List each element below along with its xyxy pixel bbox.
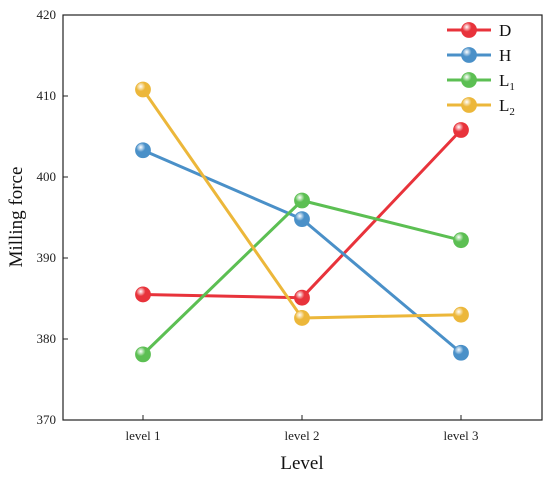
legend-item: L1: [447, 71, 515, 93]
series-L1: [135, 192, 469, 363]
series-layer: [135, 81, 469, 363]
y-tick-label: 410: [37, 88, 57, 103]
y-axis: 370 380 390 400 410 420: [37, 7, 68, 427]
legend-label: L2: [499, 96, 515, 118]
data-point: [453, 344, 469, 361]
data-point: [294, 211, 310, 228]
data-point: [453, 232, 469, 249]
legend-item: L2: [447, 96, 515, 118]
data-point: [294, 192, 310, 209]
y-tick-label: 370: [37, 412, 57, 427]
y-tick-label: 420: [37, 7, 57, 22]
y-axis-title: Milling force: [6, 167, 27, 268]
legend-marker: [461, 72, 477, 88]
legend-item: H: [447, 46, 511, 65]
legend-marker: [461, 97, 477, 113]
x-axis: level 1 level 2 level 3: [125, 415, 479, 443]
data-point: [453, 306, 469, 323]
y-tick-label: 390: [37, 250, 57, 265]
x-tick-label: level 1: [125, 428, 160, 443]
data-point: [294, 289, 310, 306]
legend-label: D: [499, 21, 511, 40]
legend-label: L1: [499, 71, 515, 93]
y-tick-label: 400: [37, 169, 57, 184]
data-point: [135, 81, 151, 98]
series-L2: [135, 81, 469, 326]
x-tick-label: level 2: [284, 428, 319, 443]
data-point: [294, 310, 310, 326]
legend-marker: [461, 47, 477, 63]
series-H: [135, 142, 469, 361]
x-tick-label: level 3: [443, 428, 478, 443]
series-D: [135, 122, 469, 306]
legend-marker: [461, 22, 477, 38]
data-point: [453, 122, 469, 138]
legend: DH L1 L2: [447, 21, 515, 118]
y-tick-label: 380: [37, 331, 57, 346]
x-axis-title: Level: [280, 453, 323, 474]
data-point: [135, 286, 151, 303]
legend-item: D: [447, 21, 511, 40]
legend-label: H: [499, 46, 511, 65]
data-point: [135, 346, 151, 363]
data-point: [135, 142, 151, 159]
